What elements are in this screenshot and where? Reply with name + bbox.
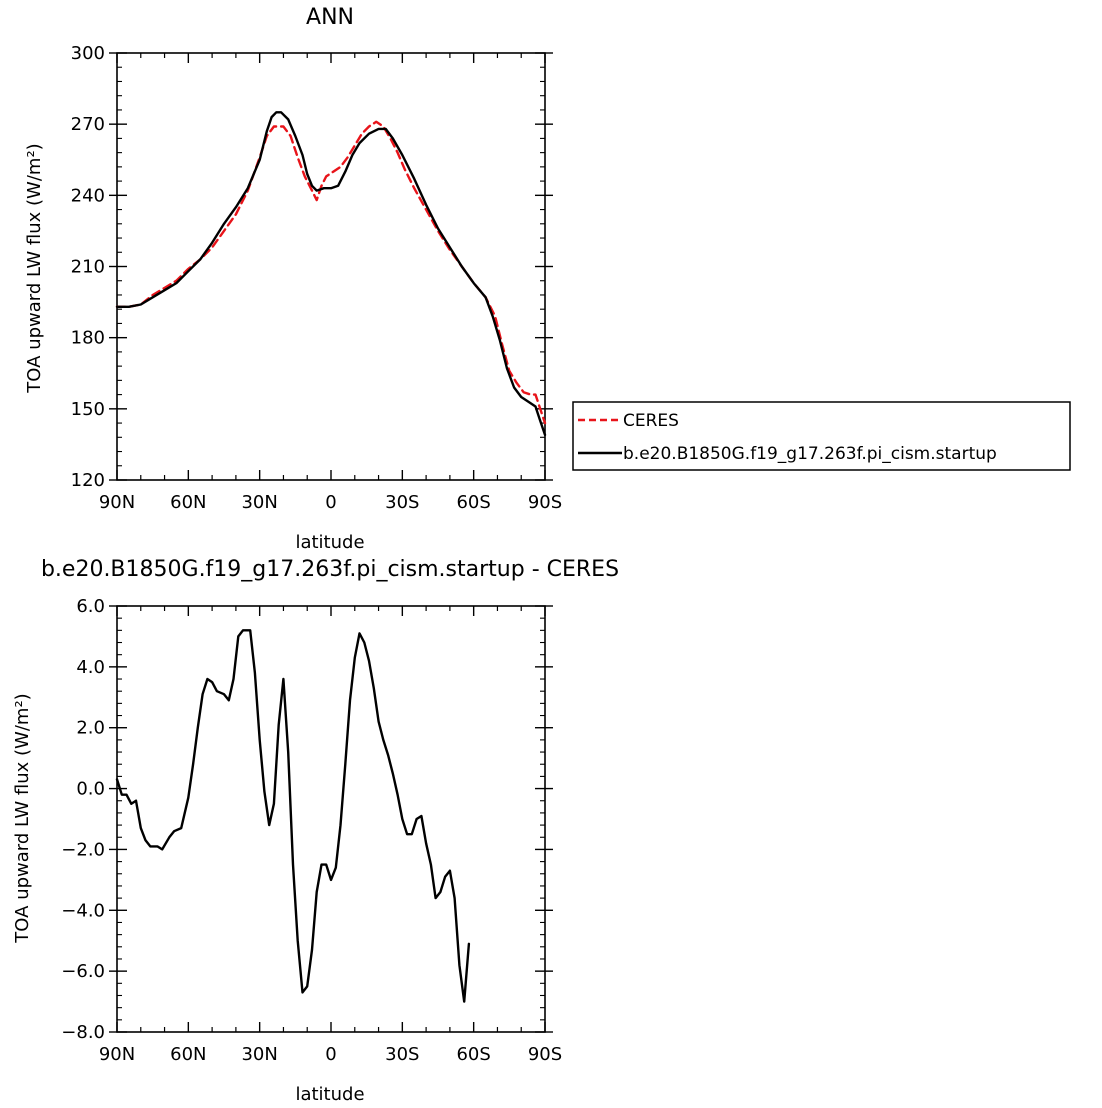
top-x-axis-label: latitude (295, 532, 364, 553)
legend: CERES b.e20.B1850G.f19_g17.263f.pi_cism.… (572, 401, 1071, 471)
bottom-chart-title: b.e20.B1850G.f19_g17.263f.pi_cism.startu… (41, 557, 619, 582)
legend-label-ceres: CERES (623, 411, 679, 431)
top-x-tick-label: 0 (325, 492, 336, 513)
top-plot-frame (116, 52, 546, 481)
legend-box (572, 401, 1071, 471)
top-series-line-b (115, 111, 547, 437)
top-x-tick-label: 60S (456, 492, 490, 513)
bottom-y-axis-label: TOA upward LW flux (W/m²) (12, 693, 33, 943)
bottom-x-tick-label: 90S (528, 1044, 562, 1065)
top-y-tick-label: 180 (71, 328, 105, 349)
panel-bottom: b.e20.B1850G.f19_g17.263f.pi_cism.startu… (12, 557, 619, 1105)
top-y-tick-label: 240 (71, 185, 105, 206)
bottom-y-tick-label: 0.0 (76, 779, 105, 800)
bottom-axis-ticks: 90N 60N 30N 0 30S 60S 90S −8.0 −6.0 −4.0 −2.0 0.0 2.… (61, 596, 562, 1065)
legend-label-model: b.e20.B1850G.f19_g17.263f.pi_cism.startu… (623, 444, 997, 464)
bottom-y-tick-label: −2.0 (61, 839, 105, 860)
top-x-tick-label: 30S (385, 492, 419, 513)
bottom-x-tick-label: 30N (241, 1044, 277, 1065)
bottom-y-tick-label: 2.0 (76, 718, 105, 739)
bottom-x-tick-label: 30S (385, 1044, 419, 1065)
bottom-x-tick-label: 60N (170, 1044, 206, 1065)
bottom-plot-area (116, 605, 546, 1033)
bottom-y-tick-label: 6.0 (76, 596, 105, 617)
top-y-tick-label: 300 (71, 43, 105, 64)
top-axis-ticks: 90N 60N 30N 0 30S 60S 90S 120 150 180 210 240 270 300 (71, 43, 563, 513)
top-x-tick-label: 30N (241, 492, 277, 513)
bottom-series-group (115, 629, 471, 1003)
top-x-tick-label: 90N (99, 492, 135, 513)
bottom-x-tick-label: 90N (99, 1044, 135, 1065)
top-series-group (115, 111, 547, 437)
top-plot-area (116, 52, 546, 481)
bottom-y-tick-label: −6.0 (61, 961, 105, 982)
bottom-y-tick-label: −4.0 (61, 900, 105, 921)
top-x-tick-label: 90S (528, 492, 562, 513)
bottom-y-tick-label: 4.0 (76, 657, 105, 678)
bottom-x-tick-label: 0 (325, 1044, 336, 1065)
bottom-series-line-diff (115, 629, 471, 1003)
top-y-tick-label: 270 (71, 114, 105, 135)
top-chart-title: ANN (306, 5, 354, 30)
top-y-tick-label: 210 (71, 257, 105, 278)
bottom-x-tick-label: 60S (456, 1044, 490, 1065)
panel-top: ANN 90N 60N 30N 0 30S 60S 90S 120 150 180 210 240 27… (24, 5, 562, 553)
top-y-tick-label: 120 (71, 470, 105, 491)
top-y-tick-label: 150 (71, 399, 105, 420)
top-y-axis-label: TOA upward LW flux (W/m²) (24, 143, 45, 393)
top-x-tick-label: 60N (170, 492, 206, 513)
bottom-x-axis-label: latitude (295, 1084, 364, 1105)
top-series-line-ceres (115, 120, 547, 425)
bottom-plot-frame (116, 605, 546, 1033)
bottom-y-tick-label: −8.0 (61, 1022, 105, 1043)
